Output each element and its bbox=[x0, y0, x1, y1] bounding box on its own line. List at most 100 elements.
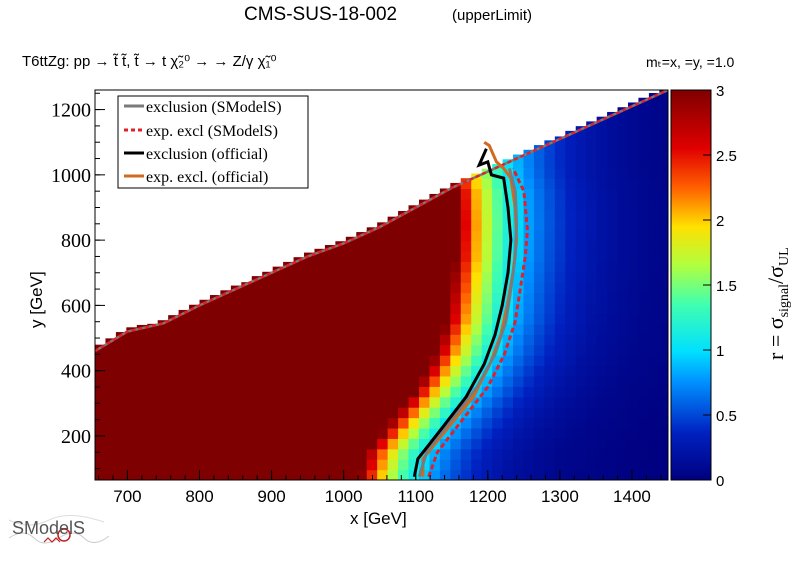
heatmap-cell bbox=[189, 304, 201, 315]
heatmap-cell bbox=[586, 396, 598, 408]
heatmap-cell bbox=[408, 292, 420, 304]
heatmap-cell bbox=[398, 210, 410, 221]
heatmap-cell bbox=[293, 292, 305, 304]
heatmap-cell bbox=[324, 448, 336, 460]
heatmap-cell bbox=[586, 313, 598, 325]
heatmap-cell bbox=[659, 334, 668, 346]
heatmap-cell bbox=[638, 146, 650, 158]
heatmap-cell bbox=[627, 157, 640, 169]
heatmap-cell bbox=[429, 386, 441, 398]
heatmap-cell bbox=[513, 334, 525, 346]
heatmap-cell bbox=[450, 417, 462, 429]
heatmap-cell bbox=[115, 332, 127, 335]
heatmap-cell bbox=[648, 261, 660, 273]
heatmap-cell bbox=[502, 427, 514, 439]
heatmap-cell bbox=[575, 438, 587, 450]
heatmap-cell bbox=[304, 459, 316, 471]
heatmap-cell bbox=[230, 448, 242, 460]
heatmap-cell bbox=[523, 188, 535, 200]
heatmap-cell bbox=[408, 323, 420, 335]
heatmap-cell bbox=[126, 438, 138, 450]
heatmap-cell bbox=[230, 334, 242, 346]
heatmap-cell bbox=[398, 303, 410, 315]
heatmap-cell bbox=[586, 146, 598, 158]
heatmap-cell bbox=[596, 116, 608, 127]
heatmap-cell bbox=[314, 323, 326, 335]
heatmap-cell bbox=[607, 427, 619, 439]
heatmap-cell bbox=[648, 146, 660, 158]
heatmap-cell bbox=[648, 323, 660, 335]
heatmap-cell bbox=[408, 365, 420, 377]
heatmap-cell bbox=[533, 157, 545, 169]
heatmap-cell bbox=[544, 448, 556, 460]
heatmap-cell bbox=[335, 375, 347, 387]
y-tick-label: 400 bbox=[61, 361, 91, 383]
heatmap-cell bbox=[607, 209, 619, 221]
heatmap-cell bbox=[544, 323, 556, 335]
heatmap-cell bbox=[617, 334, 629, 346]
heatmap-cell bbox=[659, 126, 668, 138]
heatmap-cell bbox=[450, 448, 462, 460]
heatmap-cell bbox=[95, 427, 107, 439]
heatmap-cell bbox=[126, 448, 138, 460]
heatmap-cell bbox=[471, 261, 483, 273]
heatmap-cell bbox=[523, 157, 535, 169]
heatmap-cell bbox=[513, 154, 525, 158]
heatmap-cell bbox=[408, 313, 420, 325]
heatmap-cell bbox=[335, 407, 347, 419]
heatmap-cell bbox=[387, 448, 399, 460]
heatmap-cell bbox=[95, 448, 107, 460]
heatmap-cell bbox=[398, 334, 410, 346]
heatmap-cell bbox=[513, 438, 525, 450]
heatmap-cell bbox=[272, 355, 284, 367]
heatmap-cell bbox=[659, 396, 668, 408]
heatmap-cell bbox=[648, 271, 660, 283]
heatmap-cell bbox=[544, 261, 556, 273]
heatmap-cell bbox=[638, 261, 650, 273]
heatmap-cell bbox=[596, 209, 608, 221]
heatmap-cell bbox=[356, 282, 368, 294]
heatmap-cell bbox=[251, 396, 263, 408]
heatmap-cell bbox=[398, 448, 410, 460]
heatmap-cell bbox=[638, 407, 650, 419]
heatmap-cell bbox=[627, 292, 640, 304]
heatmap-cell bbox=[293, 303, 305, 315]
heatmap-cell bbox=[607, 386, 619, 398]
heatmap-cell bbox=[230, 386, 242, 398]
heatmap-cell bbox=[617, 261, 629, 273]
heatmap-cell bbox=[304, 427, 316, 439]
heatmap-cell bbox=[596, 365, 608, 377]
heatmap-cell bbox=[251, 469, 263, 480]
heatmap-cell bbox=[460, 178, 472, 190]
heatmap-cell bbox=[230, 407, 242, 419]
heatmap-cell bbox=[586, 167, 598, 179]
heatmap-cell bbox=[377, 240, 389, 252]
heatmap-cell bbox=[565, 282, 577, 294]
heatmap-cell bbox=[460, 303, 472, 315]
heatmap-cell bbox=[460, 438, 472, 450]
heatmap-cell bbox=[617, 230, 629, 242]
heatmap-cell bbox=[575, 240, 587, 252]
heatmap-cell bbox=[627, 115, 640, 127]
heatmap-cell bbox=[251, 438, 263, 450]
heatmap-cell bbox=[586, 355, 598, 367]
heatmap-cell bbox=[513, 250, 525, 262]
heatmap-cell bbox=[638, 136, 650, 148]
heatmap-cell bbox=[178, 407, 190, 419]
heatmap-cell bbox=[387, 344, 399, 356]
heatmap-cell bbox=[513, 209, 525, 221]
heatmap-cell bbox=[262, 375, 274, 387]
heatmap-cell bbox=[387, 396, 399, 408]
heatmap-cell bbox=[575, 396, 587, 408]
heatmap-cell bbox=[356, 261, 368, 273]
heatmap-cell bbox=[648, 157, 660, 169]
heatmap-cell bbox=[366, 271, 378, 283]
heatmap-cell bbox=[565, 261, 577, 273]
heatmap-cell bbox=[439, 407, 451, 419]
heatmap-cell bbox=[638, 240, 650, 252]
heatmap-cell bbox=[283, 448, 295, 460]
heatmap-cell bbox=[335, 292, 347, 304]
heatmap-cell bbox=[418, 344, 431, 356]
heatmap-cell bbox=[638, 250, 650, 262]
heatmap-cell bbox=[418, 282, 431, 294]
